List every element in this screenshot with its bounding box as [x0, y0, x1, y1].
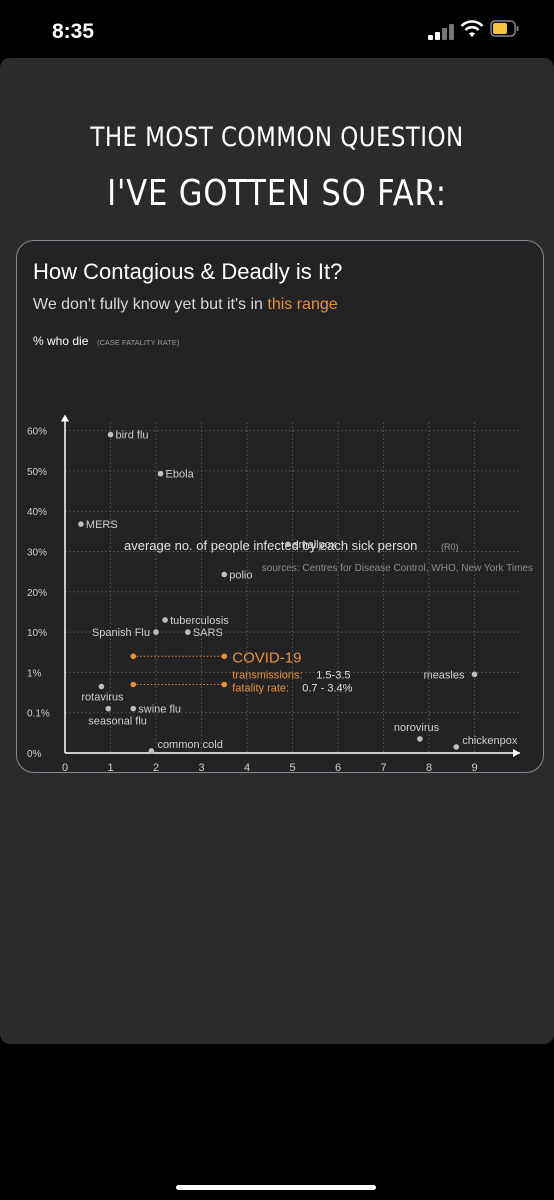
y-axis-label-note: (CASE FATALITY RATE) — [97, 338, 180, 347]
data-point — [153, 629, 159, 635]
status-bar: 8:35 — [0, 0, 554, 58]
headline-line-2: I'VE GOTTEN SO FAR: — [42, 173, 513, 214]
x-tick-label: 9 — [471, 762, 477, 772]
x-tick-label: 4 — [244, 762, 250, 772]
covid-point — [221, 653, 227, 659]
home-indicator — [176, 1185, 376, 1190]
x-axis-label: average no. of people infected by each s… — [124, 538, 417, 553]
data-point-label: common cold — [157, 739, 222, 751]
x-tick-label: 7 — [380, 762, 386, 772]
scatter-plot: 0% 0.1% 1% 10% 20% 30% 40% 50% 60% 0 1 2 3 4 5 6 7 8 9 % wh… — [17, 241, 543, 772]
x-axis-label-note: (R0) — [441, 542, 459, 552]
covid-point — [130, 653, 136, 659]
data-point — [162, 617, 168, 623]
covid-point — [130, 682, 136, 688]
data-point-label: polio — [229, 569, 252, 581]
data-point-label: norovirus — [394, 722, 440, 734]
data-point-label: Ebola — [166, 469, 195, 481]
cellular-signal-icon — [428, 22, 458, 40]
data-point — [472, 672, 478, 678]
data-point — [158, 471, 164, 477]
y-tick-label: 10% — [27, 628, 47, 639]
covid-fatality-label: fatality rate: — [232, 682, 289, 694]
x-axis-arrow — [513, 749, 520, 757]
data-point-label: rotavirus — [81, 692, 124, 704]
data-point — [454, 744, 460, 750]
data-point — [185, 629, 191, 635]
x-tick-label: 1 — [107, 762, 113, 772]
chart-card: How Contagious & Deadly is It? We don't … — [16, 240, 544, 773]
data-point-label: chickenpox — [462, 735, 518, 747]
data-point-label: smallpox — [293, 539, 337, 551]
data-point — [130, 706, 136, 712]
data-point — [285, 541, 291, 547]
data-point-label: seasonal flu — [88, 716, 147, 728]
x-tick-label: 2 — [153, 762, 159, 772]
covid-point — [221, 682, 227, 688]
y-tick-label: 60% — [27, 427, 47, 438]
data-point-label: measles — [424, 669, 465, 681]
data-point — [221, 572, 227, 578]
data-point-label: Spanish Flu — [92, 627, 150, 639]
covid-transmissions-label: transmissions: — [232, 669, 302, 681]
covid-fatality-value: 0.7 - 3.4% — [302, 682, 352, 694]
data-point — [417, 736, 423, 742]
data-point-label: bird flu — [116, 430, 149, 442]
chart-source: sources: Centres for Disease Control, WH… — [262, 563, 533, 574]
y-tick-label: 0% — [27, 749, 42, 760]
y-tick-label: 0.1% — [27, 709, 50, 720]
data-point-label: SARS — [193, 627, 223, 639]
data-point-label: swine flu — [138, 704, 181, 716]
x-tick-label: 8 — [426, 762, 432, 772]
covid-transmissions-value: 1.5-3.5 — [316, 669, 350, 681]
y-tick-label: 50% — [27, 467, 47, 478]
x-tick-label: 6 — [335, 762, 341, 772]
y-tick-label: 1% — [27, 668, 42, 679]
headline-line-1: THE MOST COMMON QUESTION — [42, 122, 513, 153]
y-tick-label: 40% — [27, 507, 47, 518]
data-point — [149, 748, 155, 754]
status-time: 8:35 — [52, 20, 94, 44]
data-point — [99, 684, 105, 690]
x-tick-label: 3 — [198, 762, 204, 772]
battery-icon — [490, 20, 520, 37]
data-point — [108, 432, 114, 438]
data-point-label: tuberculosis — [170, 615, 229, 627]
y-axis-arrow — [61, 415, 69, 422]
y-axis-label: % who die — [33, 334, 89, 348]
covid-label: COVID-19 — [232, 649, 301, 666]
y-tick-label: 30% — [27, 548, 47, 559]
y-tick-label: 20% — [27, 588, 47, 599]
wifi-icon — [460, 19, 484, 39]
data-point — [78, 521, 84, 527]
x-tick-label: 5 — [289, 762, 295, 772]
data-point — [105, 706, 111, 712]
x-tick-label: 0 — [62, 762, 68, 772]
data-point-label: MERS — [86, 519, 118, 531]
